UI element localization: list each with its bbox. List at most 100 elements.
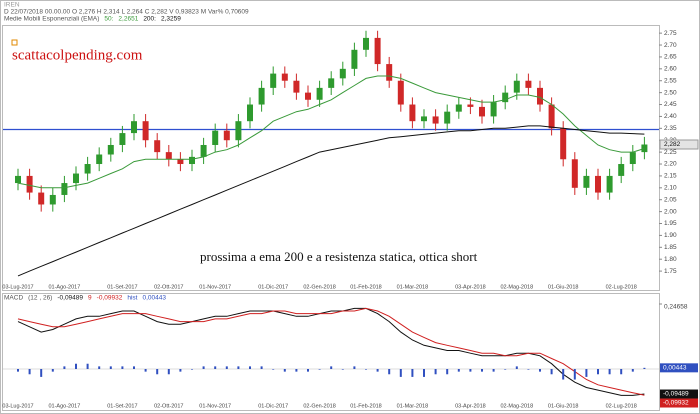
candle-body [606,175,613,193]
y-tick-label: 2.20 [664,161,677,168]
candle-body [571,159,578,188]
x-tick-label: 01-Ago-2017 [48,403,80,409]
candle-body [270,73,277,88]
candle-body [247,104,253,122]
candle-body [595,175,601,193]
candle-body [618,164,625,176]
hist-bar [330,366,333,370]
hist-bar [585,369,588,377]
candle-body [223,130,230,141]
macd-line [17,307,645,396]
x-tick-label: 01-Feb-2018 [350,284,382,290]
hist-bar [399,369,402,377]
y-tick-label: 2.45 [664,101,677,108]
y-tick-label: 2.35 [664,125,677,132]
hist-bar [167,369,170,375]
value-box [660,389,698,399]
candle-body [96,154,103,165]
value-box [660,363,698,373]
hist-bar [295,369,298,372]
candle-body [15,175,21,184]
y-tick-label: 2.55 [664,77,677,84]
candle-body [38,192,45,205]
candle-body [328,78,335,88]
macd-params: (12 , 26) [28,295,52,302]
hist-bar [515,366,518,370]
x-tick-label: 03-Apr-2018 [455,403,486,409]
x-tick-label: 02-Ott-2017 [154,284,183,290]
x-tick-label: 02-Mag-2018 [500,403,533,409]
hist-bar [318,369,321,370]
hist-bar [179,369,182,372]
hist-bar [631,369,634,372]
candle-body [363,37,369,50]
candle-body [537,87,543,105]
price-panel [2,25,660,291]
y-tick-label: 2.75 [664,30,677,37]
legend-value: 2,3259 [161,16,181,23]
hist-bar [446,369,449,375]
candle-body [629,152,636,165]
watermark: scattacolpending.com [12,47,143,63]
candle-body [479,106,485,117]
x-tick-label: 01-Set-2017 [107,284,137,290]
candle-body [502,92,509,103]
y-tick-label: 2.70 [664,42,677,49]
hist-bar [225,366,228,370]
candle-body [513,80,520,93]
candle-body [455,104,462,112]
candle-body [305,92,311,100]
y-tick-label: 1.75 [664,268,677,275]
hist-bar [283,369,286,372]
hist-bar [341,369,344,370]
candle-body [409,104,416,122]
hist-bar [260,366,263,370]
logo-box [11,39,18,46]
legend-value: 0,00443 [142,295,166,302]
hist-bar [191,369,193,370]
y-tick-label: 2.00 [664,208,677,215]
hist-bar [434,369,437,375]
x-tick-label: 01-Ago-2017 [48,284,80,290]
hist-bar [527,369,530,370]
candle-body [386,64,393,81]
hist-bar [492,369,495,372]
ema-line [17,75,645,189]
x-tick-label: 03-Lug-2017 [2,403,33,409]
x-tick-label: 02-Lug-2018 [606,284,637,290]
candle-body [316,87,323,100]
y-tick-label: 2.10 [664,185,677,192]
candle-body [119,133,126,145]
hist-bar [98,366,101,370]
hist-bar [121,366,124,370]
macd-line [17,307,645,396]
hist-bar [573,369,576,380]
x-tick-label: 01-Feb-2018 [350,403,382,409]
candle-body [258,87,265,105]
value-box-label: -0,09489 [663,391,689,398]
hist-bar [481,369,483,372]
candle-body [165,152,172,160]
y-tick-label: 2.60 [664,66,677,73]
hist-bar [608,369,611,375]
candle-body [26,175,33,193]
hist-bar [562,369,565,380]
candle-body [374,37,381,65]
x-tick-label: 02-Mag-2018 [500,284,533,290]
indicator-name: Medie Mobili Esponenziali (EMA) [4,16,99,23]
hist-bar [249,366,251,370]
hist-bar [469,369,472,372]
legend-value: 2,2651 [118,16,138,23]
y-tick-label: 2.40 [664,113,677,120]
x-tick-label: 01-Giu-2018 [548,284,579,290]
hist-bar [133,366,135,370]
x-tick-label: 02-Gen-2018 [303,403,335,409]
candle-body [84,164,91,174]
candle-body [177,159,184,165]
candle-body [212,130,219,145]
candle-body [467,104,474,107]
hist-bar [597,369,599,375]
candle-body [73,173,79,184]
hist-bar [17,369,19,372]
